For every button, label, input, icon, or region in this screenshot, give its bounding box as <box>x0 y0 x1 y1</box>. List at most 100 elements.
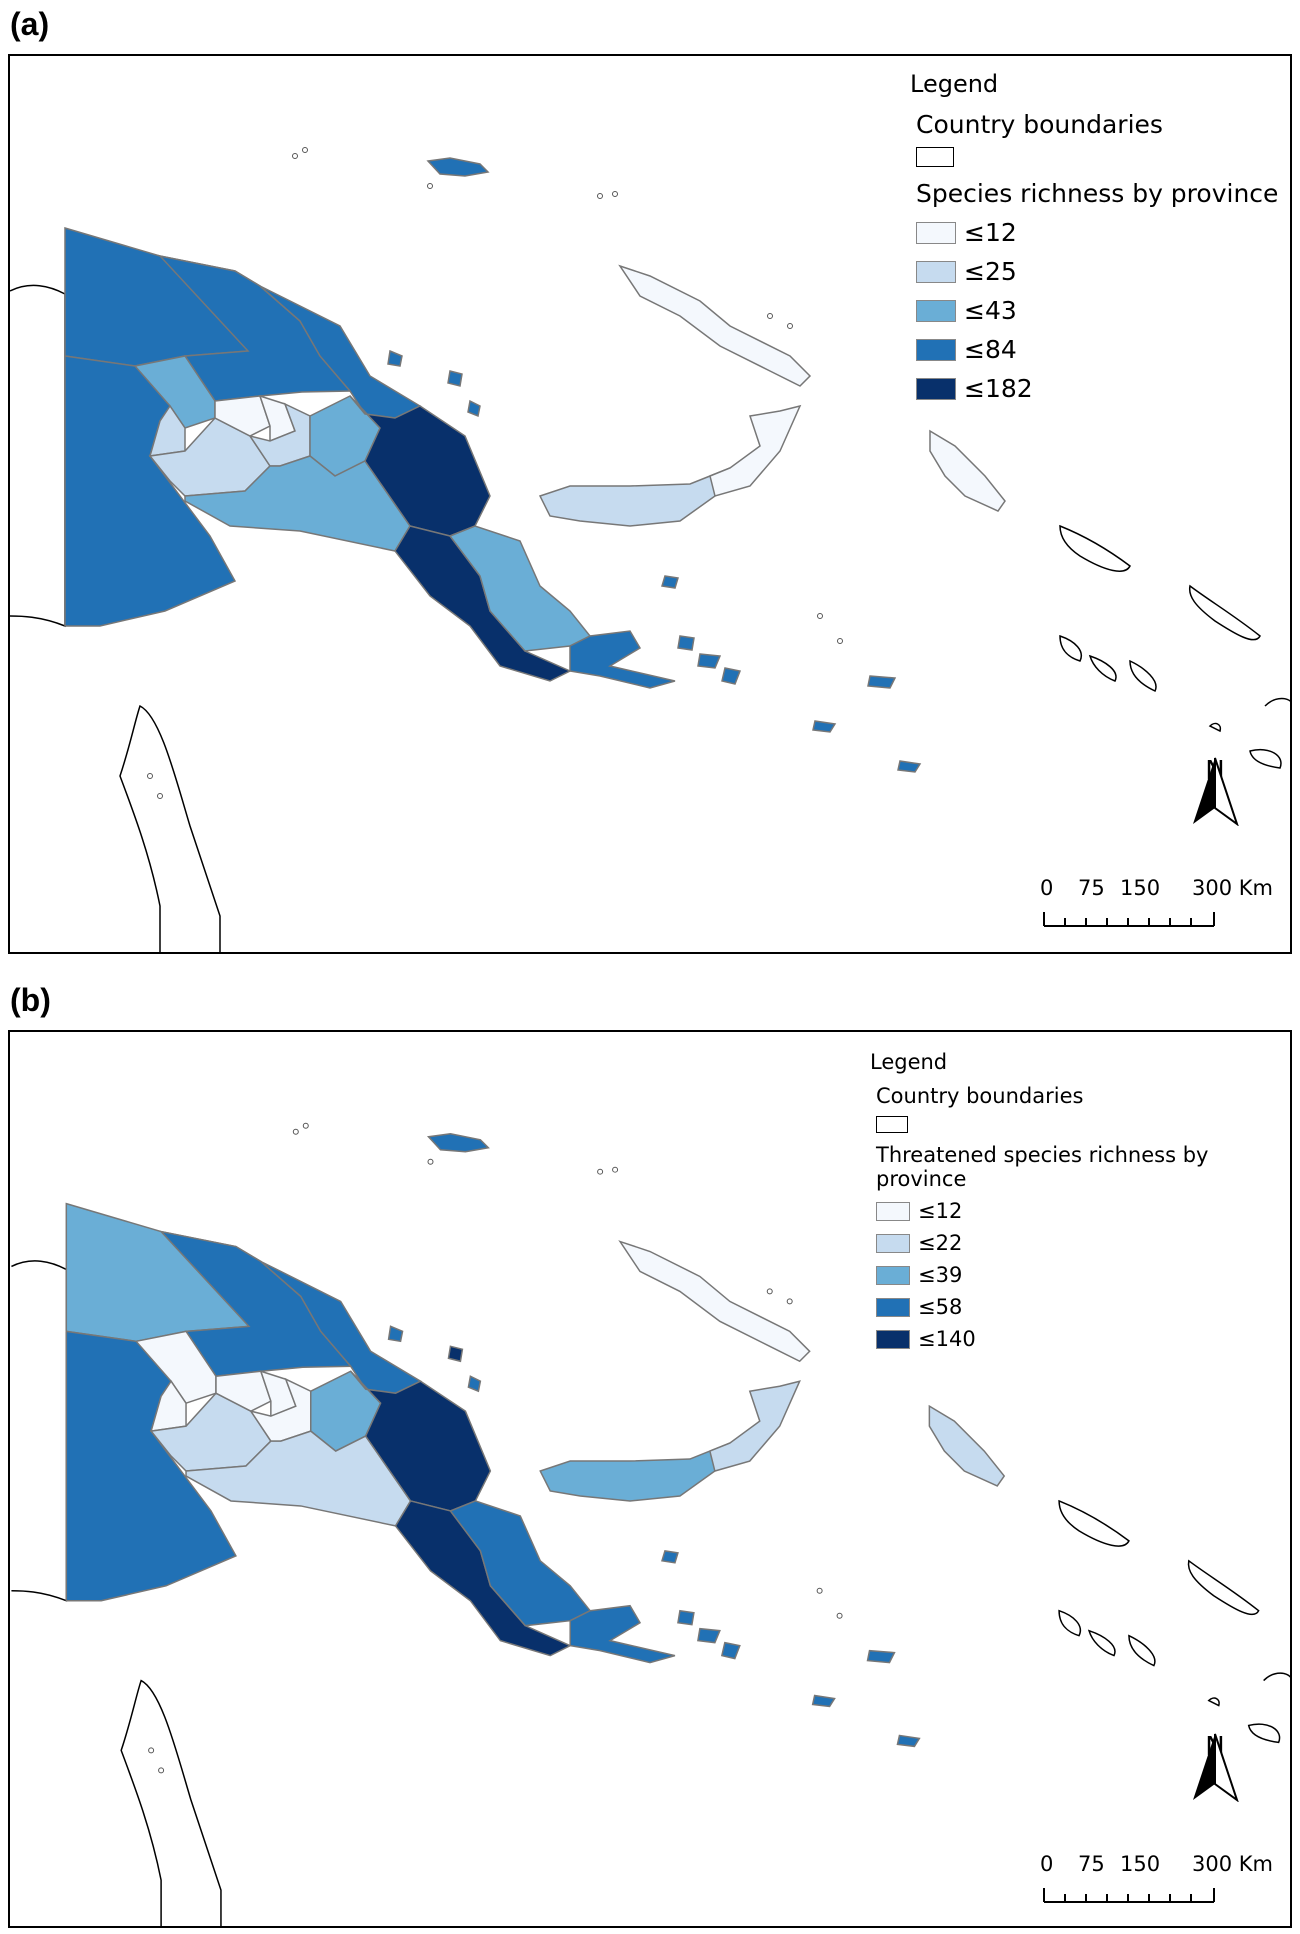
province-trobriand <box>661 575 679 589</box>
map-frame-a: Legend Country boundaries Species richne… <box>8 54 1292 954</box>
province-milne-bay <box>569 630 676 689</box>
legend-classes-title: Threatened species richness by province <box>876 1143 1209 1191</box>
legend-b: Legend Country boundaries Threatened spe… <box>870 1050 1290 1351</box>
legend-class-item: ≤12 <box>916 218 1278 247</box>
panel-label-b: (b) <box>10 982 51 1018</box>
scale-label-300: 300 Km <box>1192 876 1273 900</box>
country-boundary-outline <box>1207 1697 1220 1707</box>
province-rossel <box>896 1734 921 1748</box>
country-boundary-outline <box>1187 1559 1260 1616</box>
country-boundary-outline <box>1263 1672 1290 1682</box>
legend-color-swatch <box>876 1233 910 1253</box>
north-arrow-icon <box>1193 1733 1239 1802</box>
islet <box>597 1168 604 1175</box>
legend-class-label: ≤140 <box>918 1327 976 1351</box>
province-long-island <box>447 370 463 387</box>
islet <box>786 1298 793 1305</box>
islet <box>837 638 843 644</box>
islet <box>302 1122 309 1129</box>
province-manus <box>426 157 490 177</box>
legend-boundary-label: Country boundaries <box>916 110 1163 139</box>
islet <box>302 147 308 153</box>
legend-title: Legend <box>870 1050 948 1074</box>
legend-class-list: ≤12 ≤22 ≤39 ≤58 ≤140 <box>876 1199 1290 1351</box>
legend-class-item: ≤12 <box>876 1199 1290 1223</box>
province-woodlark <box>866 1649 896 1664</box>
islet <box>766 1288 773 1295</box>
province-goodenough <box>677 635 695 651</box>
legend-class-label: ≤25 <box>964 257 1017 286</box>
legend-color-swatch <box>876 1297 910 1317</box>
islet <box>158 1767 165 1774</box>
country-boundary-outline <box>1088 654 1117 682</box>
country-boundary-outline <box>11 1260 68 1602</box>
boundary-swatch <box>876 1116 908 1133</box>
country-boundary-outline <box>1059 634 1082 662</box>
country-boundary-outline <box>1058 1609 1081 1637</box>
legend-a: Legend Country boundaries Species richne… <box>910 70 1278 403</box>
legend-class-item: ≤182 <box>916 374 1278 403</box>
province-normanby <box>721 667 742 685</box>
legend-class-list: ≤12 ≤25 ≤43 ≤84 ≤182 <box>916 218 1278 403</box>
legend-class-item: ≤25 <box>916 257 1278 286</box>
province-east-sepik <box>157 254 352 402</box>
legend-classes-title: Species richness by province <box>916 179 1279 208</box>
map-frame-b: Legend Country boundaries Threatened spe… <box>8 1030 1292 1928</box>
province-western-highlands <box>215 1370 272 1412</box>
north-arrow: N <box>1185 1732 1245 1802</box>
islet <box>292 153 298 159</box>
islet <box>787 323 793 329</box>
country-boundary-outline <box>1129 659 1157 692</box>
province-new-ireland <box>618 264 812 387</box>
country-boundary-outline <box>1059 524 1131 572</box>
province-bougainville <box>928 1404 1006 1487</box>
islet <box>612 191 618 197</box>
islet <box>147 773 153 779</box>
scale-label-150: 150 <box>1120 1852 1161 1876</box>
country-boundary-outline <box>1208 722 1222 733</box>
islet <box>157 793 163 799</box>
province-new-ireland <box>618 1240 811 1363</box>
province-umboi <box>467 399 481 418</box>
province-central <box>394 525 572 682</box>
boundary-swatch <box>916 147 954 167</box>
scale-label-75: 75 <box>1078 1852 1105 1876</box>
country-boundary-outline <box>1058 1499 1130 1547</box>
map-b <box>11 1122 1290 1926</box>
country-boundary-outline <box>119 704 221 952</box>
legend-color-swatch <box>916 377 956 400</box>
legend-class-label: ≤12 <box>964 218 1017 247</box>
legend-class-item: ≤22 <box>876 1231 1290 1255</box>
province-central <box>394 1500 572 1657</box>
legend-color-swatch <box>916 260 956 283</box>
islet <box>597 193 603 199</box>
legend-boundary-label: Country boundaries <box>876 1084 1084 1108</box>
country-boundary-outline <box>1249 749 1282 769</box>
scale-bar: 0 75 150 300 Km <box>1040 876 1273 936</box>
legend-class-label: ≤12 <box>918 1199 963 1223</box>
province-east-new-britain <box>708 1380 801 1472</box>
province-fergusson <box>697 653 722 669</box>
country-boundary-outline <box>1188 584 1261 641</box>
country-boundary-outline <box>120 1679 222 1926</box>
islet <box>816 1587 823 1594</box>
legend-color-swatch <box>876 1201 910 1221</box>
province-misima <box>812 720 837 733</box>
province-rossel <box>897 760 922 773</box>
province-bougainville <box>929 429 1006 512</box>
islet <box>836 1612 843 1619</box>
north-arrow-icon <box>1193 757 1239 826</box>
country-boundary-outline <box>1264 697 1290 707</box>
islet <box>767 313 773 319</box>
province-goodenough <box>677 1609 695 1626</box>
islet <box>817 613 823 619</box>
province-western-highlands <box>214 395 271 437</box>
province-west-new-britain <box>539 1441 732 1502</box>
islet <box>148 1747 155 1754</box>
country-boundary-outline <box>1247 1723 1281 1744</box>
province-karkar <box>387 349 403 367</box>
province-misima <box>811 1694 836 1708</box>
country-boundary-outline <box>1128 1634 1156 1667</box>
legend-class-item: ≤39 <box>876 1263 1290 1287</box>
north-arrow: N <box>1185 756 1245 826</box>
